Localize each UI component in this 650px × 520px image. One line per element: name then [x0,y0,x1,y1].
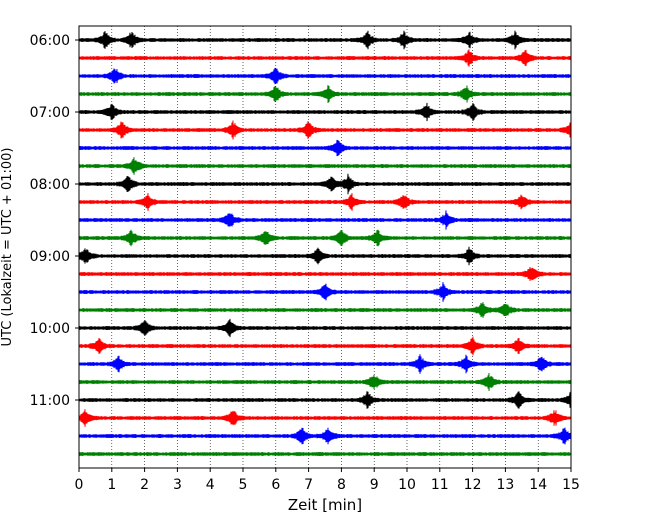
y-axis-label: UTC (Lokalzeit = UTC + 01:00) [0,148,15,347]
trace-row-8 [78,157,572,175]
trace-row-12 [78,229,572,247]
trace-row-16 [78,302,572,318]
trace-row-4 [78,84,572,104]
x-tick-label: 11 [431,477,449,493]
trace-row-21 [78,389,572,411]
trace-row-18 [78,336,572,356]
y-tick-label: 08:00 [30,177,70,193]
x-tick-label: 7 [304,477,313,493]
y-tick-label: 09:00 [30,249,70,265]
trace-row-3 [78,67,572,85]
trace-row-24 [78,451,572,457]
y-tick-label: 06:00 [30,33,70,49]
trace-row-22 [78,409,572,427]
x-tick-label: 13 [496,477,514,493]
trace-row-5 [78,102,572,122]
plot-frame [78,25,572,469]
y-tick-label: 10:00 [30,321,70,337]
x-tick-label: 12 [464,477,482,493]
trace-row-11 [78,210,572,230]
trace-row-14 [78,266,572,282]
x-tick-label: 10 [398,477,416,493]
x-tick-label: 14 [529,477,547,493]
trace-row-6 [78,120,572,140]
trace-row-2 [78,49,572,67]
trace-row-1 [78,30,572,50]
y-tick-label: 11:00 [30,393,70,409]
x-tick-label: 4 [206,477,215,493]
x-tick-label: 0 [75,477,84,493]
x-tick-label: 8 [337,477,346,493]
trace-row-17 [78,318,572,338]
x-tick-label: 3 [173,477,182,493]
trace-row-19 [78,354,572,374]
trace-row-23 [78,427,572,445]
x-axis-label: Zeit [min] [288,496,362,514]
trace-row-10 [78,193,572,211]
trace-row-9 [78,173,572,195]
y-tick-label: 07:00 [30,105,70,121]
seismic-traces [78,30,572,457]
x-tick-label: 9 [370,477,379,493]
trace-row-13 [78,246,572,266]
trace-row-15 [78,282,572,302]
x-tick-label: 1 [107,477,116,493]
trace-row-7 [78,139,572,157]
trace-row-20 [78,372,572,392]
x-axis-ticks: 0 1 2 3 4 5 6 7 8 9 10 11 12 13 14 15 [75,468,580,493]
x-tick-label: 15 [562,477,580,493]
x-tick-label: 2 [140,477,149,493]
x-tick-label: 5 [239,477,248,493]
y-axis-ticks: 06:00 07:00 08:00 09:00 10:00 11:00 [30,33,79,409]
x-tick-label: 6 [271,477,280,493]
